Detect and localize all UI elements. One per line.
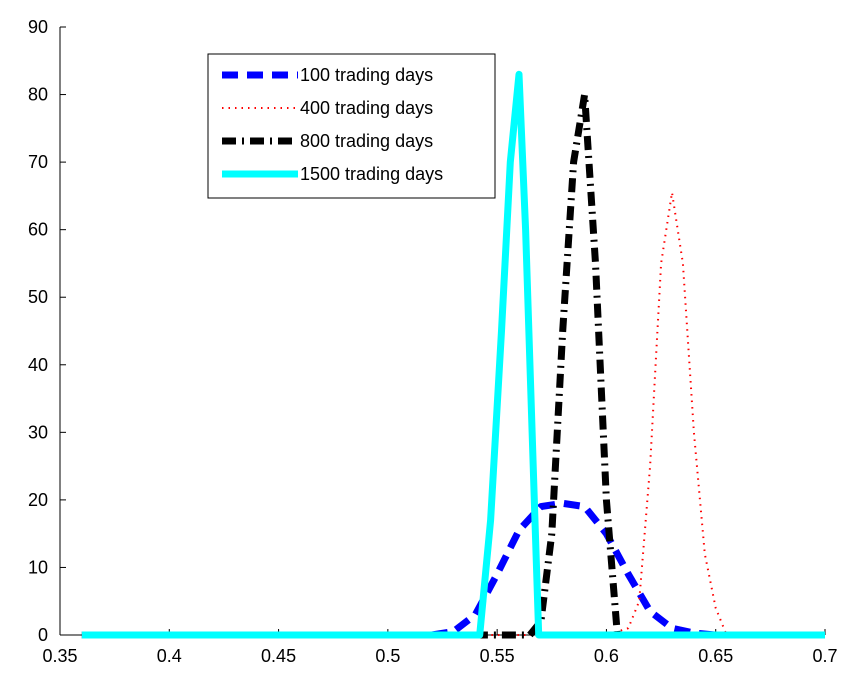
legend-label-1: 100 trading days xyxy=(300,65,433,85)
x-ticks: 0.35 0.4 0.45 0.5 0.55 0.6 0.65 0.7 xyxy=(42,629,838,666)
series-layer xyxy=(81,70,825,639)
x-tick-label: 0.55 xyxy=(480,646,515,666)
y-tick-label: 70 xyxy=(28,152,48,172)
legend: 100 trading days 400 trading days 800 trad… xyxy=(207,53,496,199)
y-tick-label: 0 xyxy=(38,625,48,645)
legend-label-3: 800 trading days xyxy=(300,131,433,151)
y-tick-label: 40 xyxy=(28,355,48,375)
y-tick-label: 60 xyxy=(28,220,48,240)
legend-label-4: 1500 trading days xyxy=(300,164,443,184)
series-line-4 xyxy=(81,70,825,639)
x-tick-label: 0.6 xyxy=(594,646,619,666)
y-tick-label: 90 xyxy=(28,17,48,37)
x-tick-label: 0.35 xyxy=(42,646,77,666)
y-tick-label: 80 xyxy=(28,85,48,105)
y-tick-label: 50 xyxy=(28,287,48,307)
legend-label-2: 400 trading days xyxy=(300,98,433,118)
x-tick-label: 0.65 xyxy=(698,646,733,666)
y-tick-label: 30 xyxy=(28,422,48,442)
series-line-2 xyxy=(81,191,825,636)
x-tick-label: 0.7 xyxy=(812,646,837,666)
y-tick-label: 20 xyxy=(28,490,48,510)
series-line-1 xyxy=(81,499,825,639)
x-tick-label: 0.4 xyxy=(157,646,182,666)
x-tick-label: 0.45 xyxy=(261,646,296,666)
x-tick-label: 0.5 xyxy=(375,646,400,666)
y-ticks: 0 10 20 30 40 50 60 70 80 90 xyxy=(28,17,66,645)
y-tick-label: 10 xyxy=(28,557,48,577)
